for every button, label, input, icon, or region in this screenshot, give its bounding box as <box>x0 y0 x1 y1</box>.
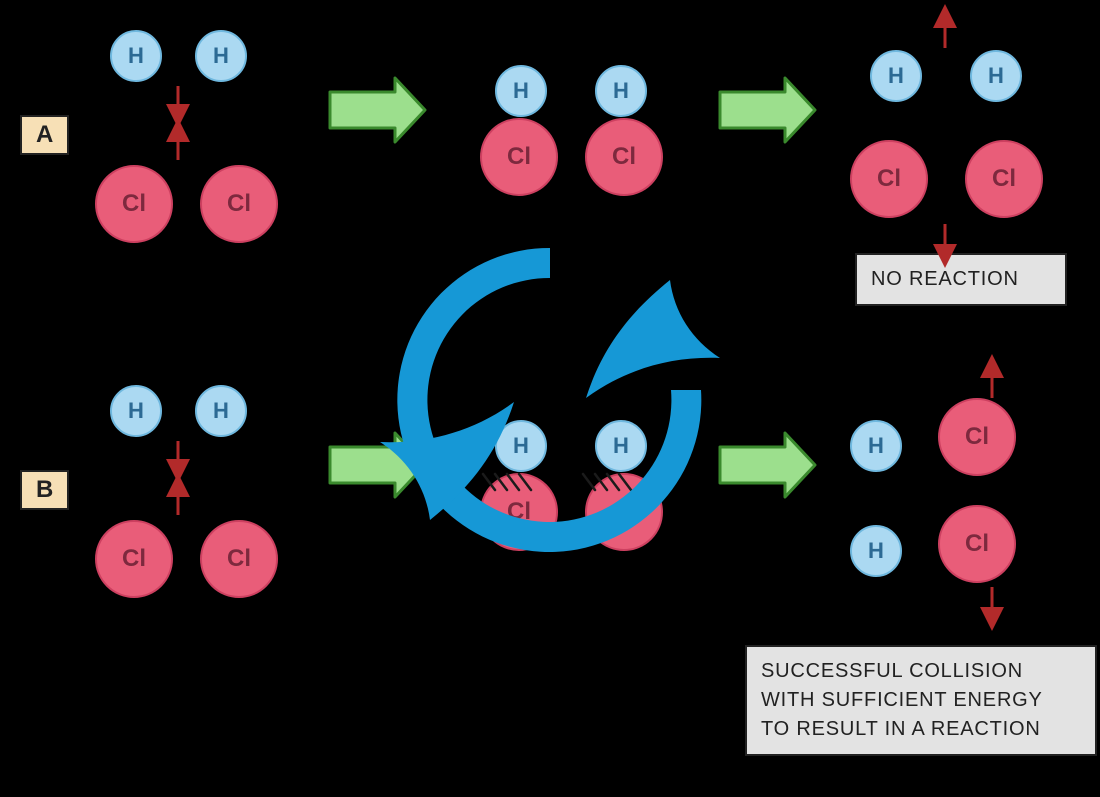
progress-arrow <box>720 433 815 497</box>
overlay-logo <box>370 220 730 580</box>
progress-arrow <box>720 78 815 142</box>
progress-arrow <box>330 78 425 142</box>
